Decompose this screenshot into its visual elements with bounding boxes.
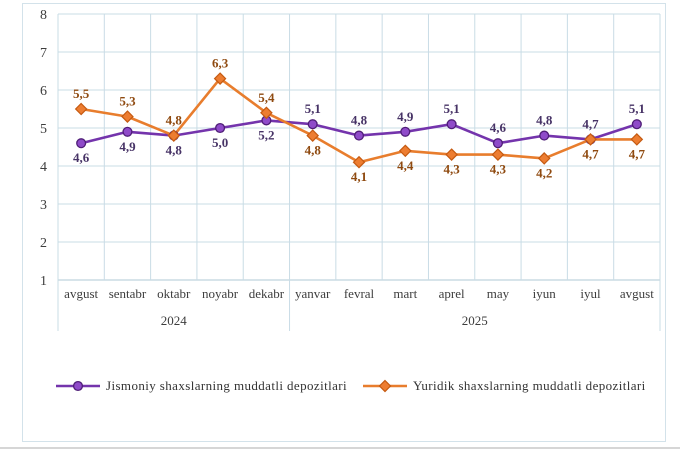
svg-text:4,1: 4,1 bbox=[351, 169, 367, 184]
svg-text:4,6: 4,6 bbox=[73, 150, 90, 165]
svg-text:dekabr: dekabr bbox=[249, 286, 285, 301]
svg-text:6: 6 bbox=[40, 84, 47, 99]
svg-text:3: 3 bbox=[40, 198, 47, 213]
svg-text:4,2: 4,2 bbox=[536, 165, 552, 180]
orange-diamond-legend-marker-icon bbox=[363, 379, 407, 393]
svg-text:4: 4 bbox=[40, 160, 47, 175]
svg-text:8: 8 bbox=[40, 8, 47, 23]
svg-text:5,3: 5,3 bbox=[119, 94, 136, 109]
svg-text:iyun: iyun bbox=[533, 286, 557, 301]
svg-text:6,3: 6,3 bbox=[212, 56, 229, 71]
svg-text:4,6: 4,6 bbox=[490, 120, 507, 135]
legend-label-yuridik: Yuridik shaxslarning muddatli depozitlar… bbox=[413, 378, 646, 393]
svg-text:5,1: 5,1 bbox=[305, 101, 321, 116]
svg-text:2: 2 bbox=[40, 236, 47, 251]
svg-text:4,4: 4,4 bbox=[397, 158, 414, 173]
svg-text:avgust: avgust bbox=[620, 286, 654, 301]
svg-text:5,2: 5,2 bbox=[258, 127, 274, 142]
chart-frame bbox=[22, 3, 666, 442]
svg-text:iyul: iyul bbox=[580, 286, 601, 301]
svg-text:4,8: 4,8 bbox=[305, 143, 322, 158]
svg-text:5,1: 5,1 bbox=[629, 101, 645, 116]
legend-label-jismoniy: Jismoniy shaxslarning muddatli depozitla… bbox=[106, 378, 348, 393]
svg-text:7: 7 bbox=[40, 46, 47, 61]
svg-text:2024: 2024 bbox=[161, 313, 188, 328]
purple-circle-legend-marker-icon bbox=[56, 380, 100, 392]
svg-text:sentabr: sentabr bbox=[109, 286, 147, 301]
svg-text:4,9: 4,9 bbox=[397, 109, 414, 124]
svg-text:5,5: 5,5 bbox=[73, 86, 90, 101]
svg-text:5,4: 5,4 bbox=[258, 90, 275, 105]
legend-entry-jismoniy: Jismoniy shaxslarning muddatli depozitla… bbox=[55, 378, 347, 394]
svg-text:4,8: 4,8 bbox=[351, 113, 368, 128]
svg-text:avgust: avgust bbox=[64, 286, 98, 301]
legend-entry-yuridik: Yuridik shaxslarning muddatli depozitlar… bbox=[362, 378, 646, 394]
svg-text:4,7: 4,7 bbox=[629, 146, 646, 161]
svg-text:may: may bbox=[487, 286, 510, 301]
svg-text:4,8: 4,8 bbox=[166, 113, 183, 128]
svg-text:4,3: 4,3 bbox=[443, 162, 460, 177]
svg-text:4,8: 4,8 bbox=[536, 113, 553, 128]
svg-text:4,7: 4,7 bbox=[582, 116, 599, 131]
svg-text:1: 1 bbox=[40, 274, 47, 289]
svg-text:yanvar: yanvar bbox=[295, 286, 331, 301]
svg-text:4,9: 4,9 bbox=[119, 139, 136, 154]
svg-text:4,7: 4,7 bbox=[582, 146, 599, 161]
svg-text:mart: mart bbox=[393, 286, 417, 301]
svg-text:oktabr: oktabr bbox=[157, 286, 191, 301]
svg-text:aprel: aprel bbox=[439, 286, 465, 301]
svg-text:4,8: 4,8 bbox=[166, 143, 183, 158]
svg-text:5,0: 5,0 bbox=[212, 135, 228, 150]
svg-text:4,3: 4,3 bbox=[490, 162, 507, 177]
svg-text:5,1: 5,1 bbox=[443, 101, 459, 116]
svg-text:fevral: fevral bbox=[344, 286, 375, 301]
svg-text:5: 5 bbox=[40, 122, 47, 137]
bottom-divider bbox=[0, 447, 680, 449]
svg-text:2025: 2025 bbox=[462, 313, 488, 328]
svg-text:noyabr: noyabr bbox=[202, 286, 239, 301]
